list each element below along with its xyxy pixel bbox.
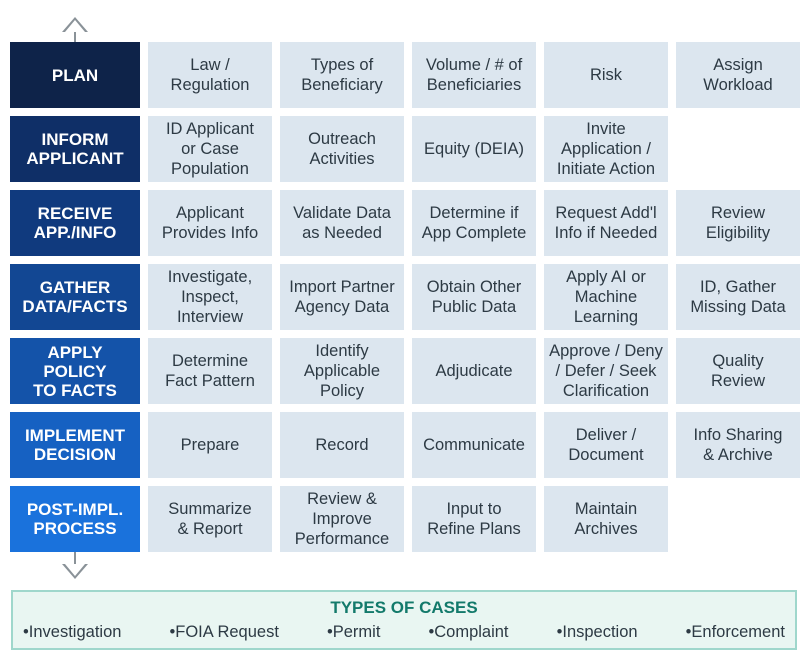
arrow-up-icon-inner	[65, 20, 85, 32]
step-cell: Law / Regulation	[148, 42, 272, 108]
step-cell: Determine Fact Pattern	[148, 338, 272, 404]
step-cell: Apply AI or Machine Learning	[544, 264, 668, 330]
step-cell: Equity (DEIA)	[412, 116, 536, 182]
stage-label: IMPLEMENT DECISION	[10, 412, 140, 478]
step-cell: ID, Gather Missing Data	[676, 264, 800, 330]
stage-label: RECEIVE APP./INFO	[10, 190, 140, 256]
step-cell: Maintain Archives	[544, 486, 668, 552]
stage-label: INFORM APPLICANT	[10, 116, 140, 182]
stage-row: RECEIVE APP./INFO Applicant Provides Info…	[10, 190, 800, 256]
timeline-arrow-shaft-top	[74, 30, 76, 44]
arrow-down-icon-inner	[65, 564, 85, 576]
step-cell: Identify Applicable Policy	[280, 338, 404, 404]
stage-label: POST-IMPL. PROCESS	[10, 486, 140, 552]
step-cell: Determine if App Complete	[412, 190, 536, 256]
step-cell: Info Sharing & Archive	[676, 412, 800, 478]
step-cell: Review & Improve Performance	[280, 486, 404, 552]
types-of-cases-title: TYPES OF CASES	[330, 598, 478, 617]
step-cell: ID Applicant or Case Population	[148, 116, 272, 182]
types-of-cases-list: Investigation FOIA Request Permit Complaint…	[23, 623, 785, 642]
step-cell: Adjudicate	[412, 338, 536, 404]
stage-label: PLAN	[10, 42, 140, 108]
stage-row: POST-IMPL. PROCESS Summarize & Report Revi…	[10, 486, 800, 552]
case-type-item: Inspection	[557, 623, 637, 642]
step-cell: Record	[280, 412, 404, 478]
step-cell: Deliver / Document	[544, 412, 668, 478]
step-cell	[676, 116, 800, 182]
step-cell: Applicant Provides Info	[148, 190, 272, 256]
step-cell: Volume / # of Beneficiaries	[412, 42, 536, 108]
step-cell: Prepare	[148, 412, 272, 478]
case-type-item: Complaint	[428, 623, 508, 642]
step-cell: Investigate, Inspect, Interview	[148, 264, 272, 330]
case-type-item: Investigation	[23, 623, 122, 642]
step-cell: Approve / Deny / Defer / Seek Clarificat…	[544, 338, 668, 404]
stage-label: APPLY POLICY TO FACTS	[10, 338, 140, 404]
step-cell: Request Add'l Info if Needed	[544, 190, 668, 256]
step-cell: Validate Data as Needed	[280, 190, 404, 256]
step-cell: Risk	[544, 42, 668, 108]
step-cell: Summarize & Report	[148, 486, 272, 552]
step-cell: Communicate	[412, 412, 536, 478]
step-cell: Types of Beneficiary	[280, 42, 404, 108]
step-cell: Outreach Activities	[280, 116, 404, 182]
timeline-arrow-shaft-bottom	[74, 550, 76, 576]
case-type-item: FOIA Request	[169, 623, 279, 642]
step-cell: Input to Refine Plans	[412, 486, 536, 552]
case-type-item: Enforcement	[686, 623, 785, 642]
step-cell: Invite Application / Initiate Action	[544, 116, 668, 182]
step-cell	[676, 486, 800, 552]
case-type-item: Permit	[327, 623, 381, 642]
step-cell: Import Partner Agency Data	[280, 264, 404, 330]
step-cell: Review Eligibility	[676, 190, 800, 256]
step-cell: Assign Workload	[676, 42, 800, 108]
stage-row: GATHER DATA/FACTS Investigate, Inspect, I…	[10, 264, 800, 330]
stage-label: GATHER DATA/FACTS	[10, 264, 140, 330]
step-cell: Obtain Other Public Data	[412, 264, 536, 330]
stage-row: IMPLEMENT DECISION Prepare Record Communica…	[10, 412, 800, 478]
stage-row: PLAN Law / Regulation Types of Beneficiary…	[10, 42, 800, 108]
step-cell: Quality Review	[676, 338, 800, 404]
types-of-cases-panel: TYPES OF CASES Investigation FOIA Request…	[11, 590, 797, 650]
stage-row: APPLY POLICY TO FACTS Determine Fact Patt…	[10, 338, 800, 404]
stage-row: INFORM APPLICANT ID Applicant or Case Pop…	[10, 116, 800, 182]
